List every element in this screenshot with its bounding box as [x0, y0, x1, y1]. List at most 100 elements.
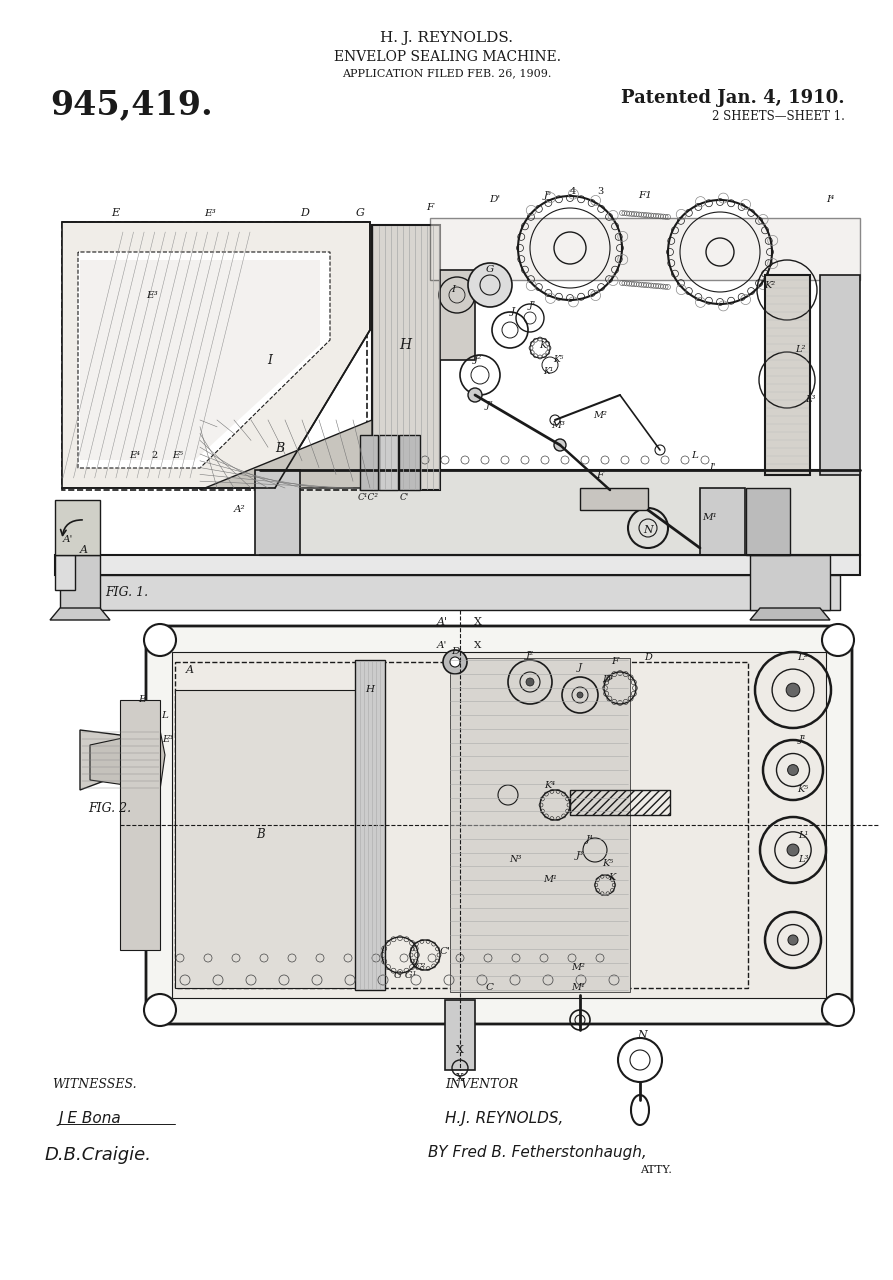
Text: E³: E³ — [146, 291, 158, 300]
Circle shape — [822, 995, 854, 1027]
Text: D': D' — [489, 196, 501, 205]
Text: M¹: M¹ — [703, 513, 717, 522]
Text: E³: E³ — [204, 209, 216, 218]
Text: Patented Jan. 4, 1910.: Patented Jan. 4, 1910. — [622, 90, 845, 108]
Text: K: K — [608, 873, 615, 882]
Text: APPLICATION FILED FEB. 26, 1909.: APPLICATION FILED FEB. 26, 1909. — [342, 68, 552, 78]
Circle shape — [554, 439, 566, 451]
Text: J: J — [511, 307, 515, 316]
Text: E⁵: E⁵ — [172, 451, 183, 460]
Text: K⁵: K⁵ — [603, 859, 613, 868]
Text: H. J. REYNOLDS.: H. J. REYNOLDS. — [380, 31, 513, 45]
Text: C': C' — [399, 494, 409, 503]
Text: INVENTOR: INVENTOR — [445, 1079, 518, 1092]
Text: A: A — [186, 666, 194, 675]
Text: H: H — [399, 338, 411, 352]
Text: A': A' — [63, 535, 73, 544]
Text: I: I — [451, 285, 455, 294]
Text: L¹: L¹ — [797, 831, 808, 840]
Text: G G¹: G G¹ — [394, 970, 416, 979]
Circle shape — [787, 844, 799, 856]
Bar — [570, 790, 670, 815]
Polygon shape — [430, 218, 860, 280]
Text: D¹: D¹ — [602, 676, 613, 685]
Polygon shape — [90, 730, 165, 790]
Text: D: D — [301, 207, 310, 218]
Text: FIG. 1.: FIG. 1. — [105, 585, 148, 599]
Text: E: E — [138, 695, 146, 704]
Polygon shape — [445, 1000, 475, 1070]
Text: J E Bona: J E Bona — [58, 1111, 121, 1125]
Text: F: F — [612, 658, 619, 667]
Polygon shape — [62, 221, 370, 488]
Text: I⁴: I⁴ — [826, 196, 834, 205]
Polygon shape — [78, 252, 330, 468]
Text: J³: J³ — [576, 850, 584, 859]
Polygon shape — [360, 435, 378, 490]
Text: WITNESSES.: WITNESSES. — [52, 1079, 137, 1092]
Text: L: L — [691, 451, 698, 460]
Text: F: F — [597, 471, 604, 480]
Text: D: D — [451, 648, 459, 657]
Text: M³: M³ — [551, 421, 565, 430]
Polygon shape — [55, 556, 75, 590]
Text: 4: 4 — [570, 187, 576, 197]
Polygon shape — [80, 730, 160, 790]
Text: F: F — [426, 204, 434, 212]
Polygon shape — [260, 470, 860, 556]
Text: A': A' — [437, 641, 447, 650]
Text: 2: 2 — [152, 451, 158, 460]
Text: J¹: J¹ — [530, 301, 537, 310]
Circle shape — [822, 623, 854, 655]
Text: C²: C² — [414, 964, 426, 973]
Circle shape — [786, 684, 800, 696]
Text: B: B — [255, 828, 264, 841]
Text: X: X — [474, 617, 482, 627]
Polygon shape — [399, 435, 420, 490]
Text: K²: K² — [764, 280, 775, 289]
Text: D: D — [644, 654, 652, 663]
Text: B: B — [275, 442, 285, 454]
Polygon shape — [75, 575, 840, 611]
Text: A': A' — [437, 617, 447, 627]
Text: C': C' — [439, 947, 450, 956]
Text: L²: L² — [795, 346, 805, 355]
Text: J⁴: J⁴ — [586, 836, 594, 845]
Circle shape — [788, 934, 798, 945]
Circle shape — [526, 678, 534, 686]
Text: K⁵: K⁵ — [553, 356, 563, 365]
Circle shape — [788, 764, 798, 776]
Text: E⁴: E⁴ — [129, 451, 140, 460]
Text: L²: L² — [797, 654, 808, 663]
Text: 945,419.: 945,419. — [50, 88, 213, 122]
Text: E³: E³ — [163, 736, 173, 745]
Text: 2 SHEETS—SHEET 1.: 2 SHEETS—SHEET 1. — [712, 110, 845, 123]
Polygon shape — [700, 488, 745, 556]
Text: N: N — [637, 1030, 647, 1039]
Text: J¹: J¹ — [799, 736, 807, 745]
Polygon shape — [255, 470, 300, 556]
Circle shape — [577, 692, 583, 698]
Text: C: C — [486, 983, 494, 992]
Text: FIG. 2.: FIG. 2. — [88, 801, 131, 814]
Text: E: E — [111, 207, 119, 218]
Text: M¹: M¹ — [543, 876, 557, 884]
Text: ENVELOP SEALING MACHINE.: ENVELOP SEALING MACHINE. — [333, 50, 561, 64]
Text: L: L — [162, 710, 169, 719]
Text: I: I — [268, 353, 272, 366]
Circle shape — [443, 650, 467, 675]
Text: K¹: K¹ — [543, 367, 553, 376]
Text: G: G — [486, 265, 494, 274]
Polygon shape — [450, 658, 630, 992]
Text: N: N — [643, 525, 653, 535]
Text: F1: F1 — [638, 191, 652, 200]
Polygon shape — [820, 275, 860, 475]
FancyBboxPatch shape — [146, 626, 852, 1024]
Text: BY Fred B. Fetherstonhaugh,: BY Fred B. Fetherstonhaugh, — [428, 1144, 647, 1160]
Text: A²: A² — [234, 506, 246, 515]
Circle shape — [468, 262, 512, 307]
Polygon shape — [580, 488, 648, 509]
Polygon shape — [50, 608, 110, 620]
Polygon shape — [355, 660, 385, 989]
Text: C¹C²: C¹C² — [357, 494, 379, 503]
